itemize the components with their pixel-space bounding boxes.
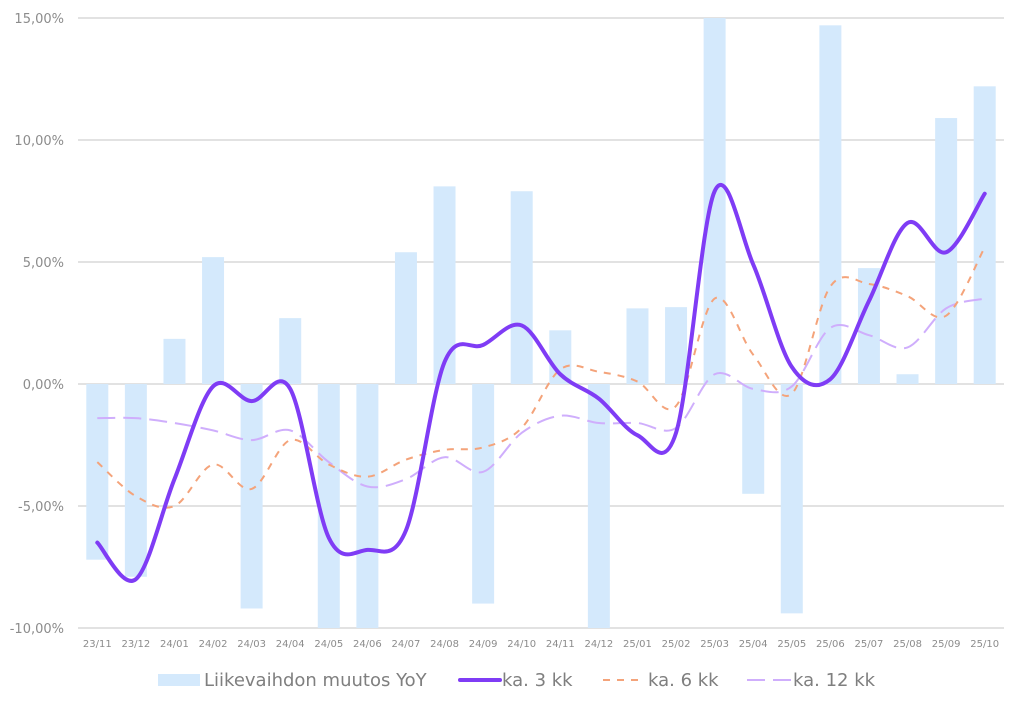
- legend-label-6kk: ka. 6 kk: [648, 670, 719, 691]
- y-axis-ticks: -10,00% -5,00% 0,00% 5,00% 10,00% 15,00%: [10, 12, 64, 637]
- x-tick-label: 24/10: [507, 639, 536, 650]
- bar: [819, 25, 842, 384]
- x-tick-label: 24/04: [276, 639, 305, 650]
- x-tick-label: 23/11: [83, 639, 112, 650]
- bar: [394, 252, 417, 384]
- x-tick-label: 25/03: [700, 639, 729, 650]
- legend-item-3kk[interactable]: ka. 3 kk: [458, 670, 573, 691]
- gridlines: [78, 17, 1004, 629]
- x-tick-label: 24/05: [314, 639, 343, 650]
- x-tick-label: 24/09: [469, 639, 498, 650]
- y-tick-label: -5,00%: [18, 500, 64, 515]
- x-tick-label: 24/07: [392, 639, 421, 650]
- bar: [472, 384, 495, 604]
- legend-label-bars: Liikevaihdon muutos YoY: [204, 670, 428, 691]
- x-tick-label: 24/06: [353, 639, 382, 650]
- x-tick-label: 25/02: [662, 639, 691, 650]
- x-tick-label: 24/08: [430, 639, 459, 650]
- x-tick-label: 25/07: [855, 639, 884, 650]
- y-tick-label: 5,00%: [23, 256, 64, 271]
- x-tick-label: 25/01: [623, 639, 652, 650]
- x-tick-label: 25/04: [739, 639, 768, 650]
- x-tick-label: 24/12: [584, 639, 613, 650]
- x-tick-label: 25/09: [932, 639, 961, 650]
- bar: [279, 318, 302, 384]
- bar: [587, 384, 610, 628]
- x-tick-label: 25/08: [893, 639, 922, 650]
- bar: [86, 384, 109, 560]
- y-tick-label: 10,00%: [14, 134, 64, 149]
- bar: [742, 384, 765, 494]
- x-tick-label: 23/12: [121, 639, 150, 650]
- line-ka-6-kk: [96, 246, 986, 509]
- x-tick-label: 24/01: [160, 639, 189, 650]
- legend-item-6kk[interactable]: ka. 6 kk: [603, 670, 719, 691]
- bar: [780, 384, 803, 614]
- y-tick-label: 15,00%: [14, 12, 64, 27]
- bar: [510, 191, 533, 384]
- x-tick-label: 25/06: [816, 639, 845, 650]
- bar: [703, 18, 726, 384]
- y-tick-label: 0,00%: [23, 378, 64, 393]
- x-tick-label: 24/03: [237, 639, 266, 650]
- bar: [973, 86, 996, 384]
- bar: [124, 384, 147, 577]
- line-ka-3-kk: [95, 182, 987, 583]
- line-ka-12-kk: [97, 297, 985, 489]
- bar: [626, 308, 649, 384]
- bar: [163, 338, 186, 384]
- x-tick-label: 24/11: [546, 639, 575, 650]
- bar: [202, 257, 225, 384]
- legend-swatch-bars: [158, 674, 200, 686]
- line-series: [95, 182, 987, 583]
- bar: [896, 374, 919, 384]
- bar: [317, 384, 340, 628]
- legend-item-bars[interactable]: Liikevaihdon muutos YoY: [158, 670, 428, 691]
- x-axis-ticks: 23/11 23/12 24/01 24/02 24/03 24/04 24/05 24/06…: [83, 639, 999, 650]
- bar: [857, 268, 880, 384]
- bar: [356, 384, 379, 628]
- legend-item-12kk[interactable]: ka. 12 kk: [747, 670, 876, 691]
- x-tick-label: 25/05: [777, 639, 806, 650]
- legend-label-3kk: ka. 3 kk: [502, 670, 573, 691]
- x-tick-label: 25/10: [970, 639, 999, 650]
- legend-label-12kk: ka. 12 kk: [793, 670, 876, 691]
- bar: [665, 307, 688, 384]
- bar: [240, 384, 263, 609]
- bar: [433, 186, 456, 384]
- x-tick-label: 24/02: [199, 639, 228, 650]
- y-tick-label: -10,00%: [10, 622, 64, 637]
- legend: Liikevaihdon muutos YoY ka. 3 kk ka. 6 k…: [158, 670, 876, 691]
